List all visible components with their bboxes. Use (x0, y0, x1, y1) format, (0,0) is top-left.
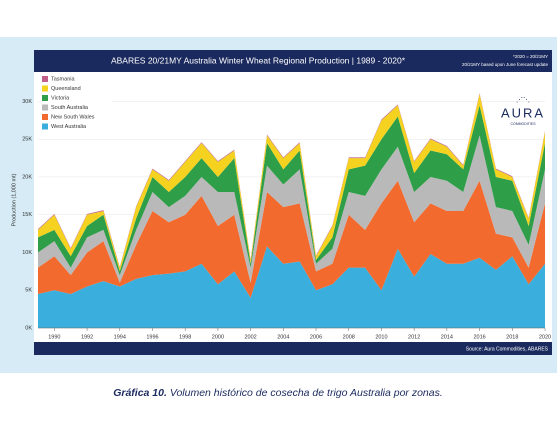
caption-label: Gráfica 10. (113, 387, 167, 399)
caption-text: Volumen histórico de cosecha de trigo Au… (170, 387, 443, 399)
note: 20/21MY based upon June forecast update (462, 62, 548, 67)
logo-mark: ⋰⋱ (516, 97, 530, 104)
y-tick-label: 5K (25, 288, 32, 294)
legend-label: South Australia (51, 105, 89, 111)
logo-sub: COMMODITIES (510, 122, 536, 126)
caption: Gráfica 10. Volumen histórico de cosecha… (113, 387, 443, 399)
x-tick-label: 2008 (343, 334, 355, 340)
x-tick-label: 2000 (212, 334, 224, 340)
legend-swatch (42, 76, 48, 82)
area (38, 246, 545, 328)
legend-swatch (42, 123, 48, 130)
x-tick-label: 1992 (81, 334, 93, 340)
legend-label: West Australia (51, 124, 87, 130)
x-tick-label: 2018 (506, 334, 518, 340)
x-tick-label: 2010 (375, 334, 387, 340)
logo: ⋰⋱ AURA COMMODITIES (501, 97, 545, 126)
y-tick-label: 0K (25, 325, 32, 331)
legend-box (40, 73, 112, 135)
legend-label: New South Wales (51, 114, 95, 120)
source: Source: Aura Commodities, ABARES (466, 346, 549, 352)
logo-name: AURA (501, 105, 545, 120)
x-tick-label: 2002 (244, 334, 256, 340)
legend-label: Tasmania (51, 76, 75, 82)
chart-title: ABARES 20/21MY Australia Winter Wheat Re… (111, 55, 406, 65)
y-tick-label: 10K (22, 250, 32, 256)
legend: Tasmania Queensland Victoria South Australi… (40, 73, 112, 135)
x-tick-label: 2016 (473, 334, 485, 340)
legend-swatch (42, 114, 48, 120)
y-tick-label: 30K (22, 99, 32, 105)
x-tick-label: 2006 (310, 334, 322, 340)
legend-swatch (42, 85, 48, 92)
x-tick-label: 2004 (277, 334, 289, 340)
footer-bar (34, 342, 552, 355)
area (38, 135, 545, 283)
x-tick-label: 1994 (114, 334, 126, 340)
x-tick-label: 2014 (441, 334, 453, 340)
legend-swatch (42, 95, 48, 101)
x-tick-label: 1998 (179, 334, 191, 340)
y-tick-label: 25K (22, 137, 32, 143)
note: *2020 = 20/21MY (513, 54, 548, 59)
x-tick-label: 1990 (48, 334, 60, 340)
area (38, 180, 545, 298)
x-tick-label: 2012 (408, 334, 420, 340)
x-tick-label: 2020 (539, 334, 551, 340)
x-tick-label: 1996 (146, 334, 158, 340)
legend-label: Victoria (51, 95, 70, 101)
header-bar (34, 50, 552, 72)
y-axis-label: Production (1,000 mt) (11, 173, 17, 226)
y-tick-label: 15K (22, 212, 32, 218)
legend-label: Queensland (51, 86, 81, 92)
y-tick-label: 20K (22, 174, 32, 180)
legend-swatch (42, 104, 48, 111)
